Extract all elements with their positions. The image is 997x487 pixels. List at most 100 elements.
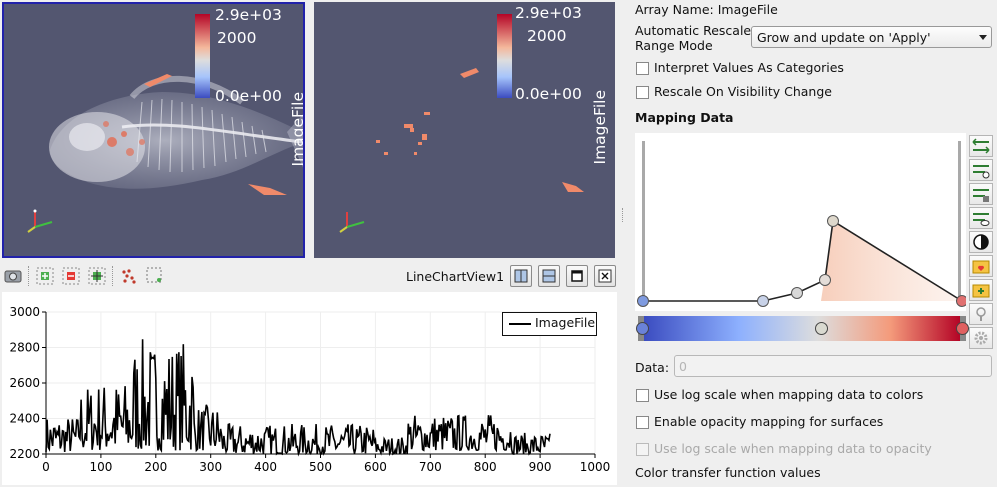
log-scale-colors-label: Use log scale when mapping data to color… xyxy=(654,387,924,402)
orientation-axes-icon xyxy=(339,212,365,233)
choose-preset-button[interactable] xyxy=(969,255,993,277)
rescale-temporal-button[interactable] xyxy=(969,183,993,205)
data-label: Data: xyxy=(635,360,670,375)
rescale-arrows-icon xyxy=(972,138,990,154)
x-tick-label: 700 xyxy=(419,460,442,474)
rescale-custom-range-button[interactable] xyxy=(969,159,993,181)
chart-legend: ImageFile xyxy=(502,312,597,336)
rescale-visible-button[interactable] xyxy=(969,207,993,229)
legend-series-label: ImageFile xyxy=(535,315,596,330)
legend-title: ImageFile xyxy=(591,90,609,165)
x-tick-label: 400 xyxy=(254,460,277,474)
opacity-mapping-label: Enable opacity mapping for surfaces xyxy=(654,414,884,429)
legend-mid-label: 2000 xyxy=(527,27,567,45)
interpret-categories-checkbox[interactable] xyxy=(636,62,649,75)
array-name-label: Array Name: ImageFile xyxy=(635,2,778,17)
split-horizontal-icon xyxy=(514,269,528,283)
rescale-mode-dropdown[interactable]: Grow and update on 'Apply' xyxy=(751,26,992,48)
color-legend-bar xyxy=(497,14,512,98)
log-scale-colors-checkbox[interactable] xyxy=(636,389,649,402)
rescale-visibility-label: Rescale On Visibility Change xyxy=(654,84,832,99)
color-transfer-bar[interactable] xyxy=(638,316,966,341)
mapping-data-header: Mapping Data xyxy=(635,110,734,125)
y-tick-label: 2400 xyxy=(9,412,40,426)
color-transfer-values-label: Color transfer function values xyxy=(635,465,821,480)
y-tick-label: 2800 xyxy=(9,341,40,355)
color-legend: 2.9e+03 2000 0.0e+00 ImageFile xyxy=(497,4,612,164)
chart-toolbar: LineChartView1 xyxy=(0,262,620,290)
rescale-mode-value: Grow and update on 'Apply' xyxy=(757,30,931,45)
select-box-icon[interactable] xyxy=(146,267,164,285)
data-input-placeholder: 0 xyxy=(679,359,687,374)
opacity-transfer-curve xyxy=(637,141,968,307)
line-chart: 0 100 200 300 400 500 600 700 800 900 1000 2200 2400… xyxy=(9,305,611,474)
log-scale-opacity-checkbox xyxy=(636,443,649,456)
chart-view-title: LineChartView1 xyxy=(406,269,505,284)
legend-max-label: 2.9e+03 xyxy=(215,6,282,24)
split-vertical-button[interactable] xyxy=(538,265,560,287)
zoom-in-icon[interactable] xyxy=(36,267,54,285)
color-legend: 2.9e+03 2000 0.0e+00 ImageFile xyxy=(195,6,303,166)
maximize-button[interactable] xyxy=(566,265,588,287)
rescale-visible-icon xyxy=(973,213,990,226)
panel-splitter[interactable] xyxy=(620,0,626,487)
x-tick-label: 1000 xyxy=(580,460,611,474)
log-scale-opacity-label: Use log scale when mapping data to opaci… xyxy=(654,441,932,456)
rescale-range-button[interactable] xyxy=(969,135,993,157)
y-tick-label: 3000 xyxy=(9,305,40,319)
x-tick-label: 100 xyxy=(89,460,112,474)
camera-icon[interactable] xyxy=(4,267,22,285)
render-view-left[interactable]: 2.9e+03 2000 0.0e+00 ImageFile xyxy=(2,2,305,258)
legend-line-swatch xyxy=(509,323,531,325)
zoom-fit-icon[interactable] xyxy=(88,267,106,285)
y-tick-label: 2200 xyxy=(9,447,40,461)
maximize-icon xyxy=(571,270,583,282)
interpret-categories-label: Interpret Values As Categories xyxy=(654,60,844,75)
split-horizontal-button[interactable] xyxy=(510,265,532,287)
x-tick-label: 0 xyxy=(42,460,50,474)
settings-button[interactable] xyxy=(969,327,993,349)
color-point-min[interactable] xyxy=(636,322,649,335)
x-tick-label: 200 xyxy=(144,460,167,474)
fish-xray-render xyxy=(27,74,303,233)
color-legend-bar xyxy=(195,14,210,98)
legend-mid-label: 2000 xyxy=(217,29,257,47)
x-tick-label: 600 xyxy=(364,460,387,474)
close-icon xyxy=(598,269,612,283)
rescale-custom-icon xyxy=(973,165,990,179)
rescale-temporal-icon xyxy=(973,189,989,202)
data-input[interactable]: 0 xyxy=(674,355,992,377)
invert-transfer-button[interactable] xyxy=(969,231,993,253)
legend-min-label: 0.0e+00 xyxy=(215,87,282,105)
threshold-render xyxy=(339,68,584,233)
series-line-imagefile xyxy=(45,339,551,457)
select-points-icon[interactable] xyxy=(120,267,138,285)
close-button[interactable] xyxy=(594,265,616,287)
advanced-button[interactable] xyxy=(969,303,993,325)
save-preset-button[interactable] xyxy=(969,279,993,301)
x-tick-label: 500 xyxy=(309,460,332,474)
color-point-mid[interactable] xyxy=(815,322,828,335)
color-map-editor-panel: Array Name: ImageFile Automatic Rescale … xyxy=(626,0,997,487)
legend-max-label: 2.9e+03 xyxy=(515,4,582,22)
rescale-mode-label-2: Range Mode xyxy=(635,38,713,53)
gear-icon xyxy=(974,331,988,345)
rescale-mode-label-1: Automatic Rescale xyxy=(635,23,752,38)
preset-folder-heart-icon xyxy=(972,260,990,274)
x-tick-label: 300 xyxy=(199,460,222,474)
invert-icon xyxy=(973,234,989,250)
orientation-axes-icon xyxy=(27,209,53,233)
color-point-max[interactable] xyxy=(956,322,969,335)
magnifier-gear-icon xyxy=(976,307,986,321)
render-view-right[interactable]: 2.9e+03 2000 0.0e+00 ImageFile xyxy=(314,2,615,258)
chevron-down-icon xyxy=(979,35,987,40)
rescale-visibility-checkbox[interactable] xyxy=(636,86,649,99)
line-chart-view[interactable]: 0 100 200 300 400 500 600 700 800 900 1000 2200 2400… xyxy=(2,292,617,485)
x-tick-label: 900 xyxy=(529,460,552,474)
zoom-out-icon[interactable] xyxy=(62,267,80,285)
x-tick-label: 800 xyxy=(474,460,497,474)
opacity-function-editor[interactable] xyxy=(635,133,968,311)
save-preset-folder-icon xyxy=(972,284,990,298)
opacity-mapping-checkbox[interactable] xyxy=(636,416,649,429)
legend-min-label: 0.0e+00 xyxy=(515,85,582,103)
